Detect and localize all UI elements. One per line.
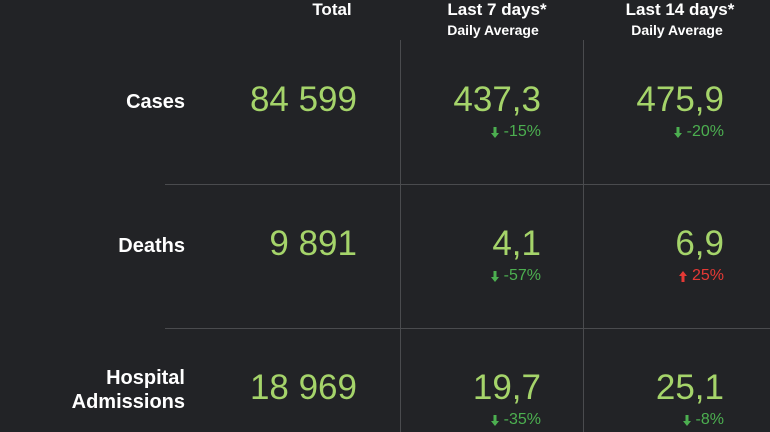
arrow-icon [490, 126, 499, 138]
change-indicator: -57% [490, 267, 541, 285]
divider [165, 328, 770, 329]
arrow-icon [673, 126, 682, 138]
change-text: -35% [503, 411, 541, 428]
arrow-icon [490, 270, 499, 282]
header: Last 7 days* [447, 0, 547, 19]
header: Last 14 days* [625, 0, 735, 19]
divider [400, 40, 401, 432]
avg14-value: 25,1 [655, 368, 724, 407]
change-text: 25% [691, 267, 724, 284]
arrow-icon [678, 270, 687, 282]
avg14-value: 475,9 [636, 80, 724, 119]
change-text: -8% [695, 411, 724, 428]
change-indicator: 25% [678, 267, 724, 285]
change-indicator: -8% [682, 411, 724, 429]
change-text: -20% [686, 123, 724, 140]
avg7-value: 437,3 [453, 80, 541, 119]
row-label: Hospital Admissions [71, 367, 185, 413]
row-label: Cases [126, 91, 185, 113]
avg7-value: 4,1 [492, 224, 541, 263]
arrow-icon [682, 414, 691, 426]
total-value: 9 891 [269, 224, 357, 263]
change-text: -57% [503, 267, 541, 284]
change-indicator: -15% [490, 123, 541, 141]
change-indicator: -35% [490, 411, 541, 429]
header-sub: Daily Average [447, 22, 539, 38]
avg7-value: 19,7 [472, 368, 541, 407]
header-sub: Daily Average [631, 22, 723, 38]
change-indicator: -20% [673, 123, 724, 141]
arrow-icon [490, 414, 499, 426]
header: Total [312, 0, 352, 19]
total-value: 84 599 [249, 80, 357, 119]
row-label: Deaths [118, 235, 185, 257]
avg14-value: 6,9 [675, 224, 724, 263]
divider [165, 184, 770, 185]
change-text: -15% [503, 123, 541, 140]
total-value: 18 969 [249, 368, 357, 407]
divider [583, 40, 584, 432]
